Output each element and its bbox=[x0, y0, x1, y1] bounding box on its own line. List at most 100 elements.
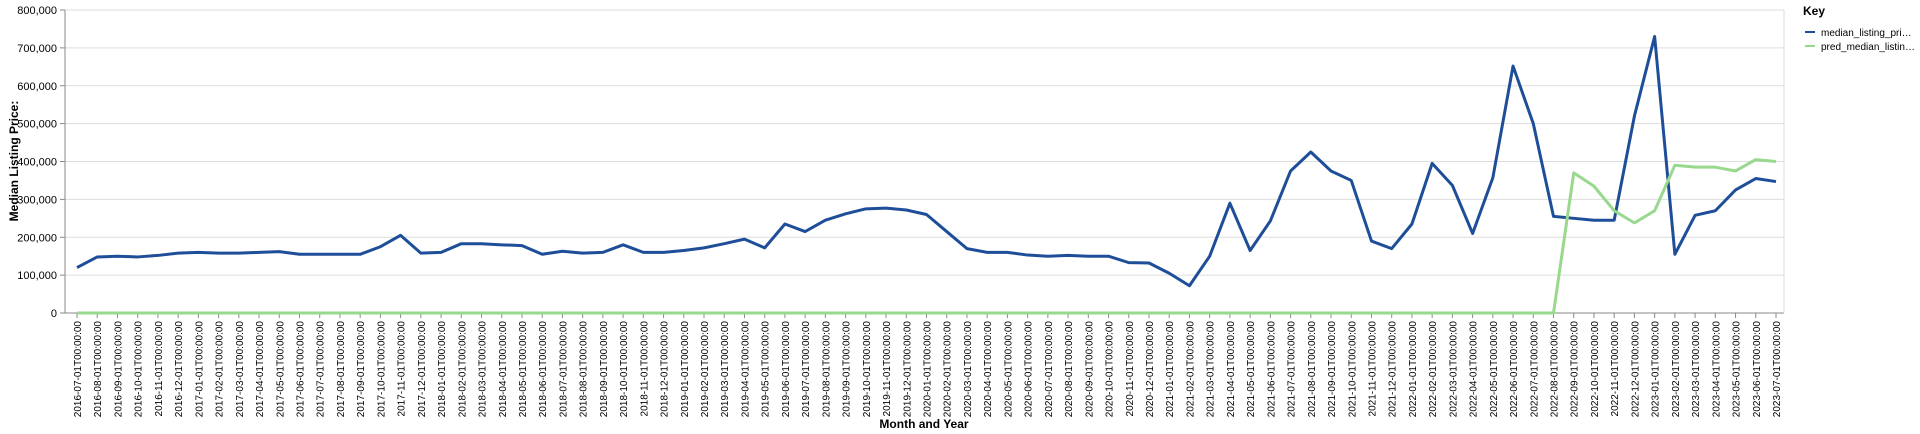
x-tick-label: 2017-12-01T00:00:00 bbox=[417, 321, 428, 418]
legend-title: Key bbox=[1803, 4, 1825, 18]
x-tick-label: 2022-12-01T00:00:00 bbox=[1630, 321, 1641, 418]
x-tick-label: 2021-06-01T00:00:00 bbox=[1266, 321, 1277, 418]
x-tick-label: 2021-08-01T00:00:00 bbox=[1307, 321, 1318, 418]
x-tick-label: 2018-12-01T00:00:00 bbox=[660, 321, 671, 418]
x-tick-label: 2019-09-01T00:00:00 bbox=[842, 321, 853, 418]
x-tick-label: 2020-12-01T00:00:00 bbox=[1145, 321, 1156, 418]
x-axis-title: Month and Year bbox=[879, 417, 968, 431]
x-tick-label: 2021-09-01T00:00:00 bbox=[1327, 321, 1338, 418]
x-tick-label: 2022-10-01T00:00:00 bbox=[1590, 321, 1601, 418]
x-tick-label: 2016-11-01T00:00:00 bbox=[154, 321, 165, 417]
x-tick-label: 2017-06-01T00:00:00 bbox=[295, 321, 306, 418]
x-tick-label: 2017-09-01T00:00:00 bbox=[356, 321, 367, 418]
x-tick-label: 2018-04-01T00:00:00 bbox=[498, 321, 509, 418]
x-tick-label: 2018-02-01T00:00:00 bbox=[457, 321, 468, 418]
x-tick-label: 2020-03-01T00:00:00 bbox=[963, 321, 974, 418]
x-tick-label: 2021-12-01T00:00:00 bbox=[1388, 321, 1399, 418]
y-tick-label: 700,000 bbox=[17, 43, 57, 55]
x-tick-label: 2018-05-01T00:00:00 bbox=[518, 321, 529, 418]
x-tick-label: 2016-12-01T00:00:00 bbox=[174, 321, 185, 418]
x-tick-label: 2021-07-01T00:00:00 bbox=[1287, 321, 1298, 418]
y-tick-label: 100,000 bbox=[17, 270, 57, 282]
x-tick-label: 2018-07-01T00:00:00 bbox=[558, 321, 569, 418]
x-tick-label: 2019-03-01T00:00:00 bbox=[720, 321, 731, 418]
x-tick-label: 2022-11-01T00:00:00 bbox=[1610, 321, 1621, 417]
y-tick-label: 600,000 bbox=[17, 81, 57, 93]
x-tick-label: 2019-07-01T00:00:00 bbox=[801, 321, 812, 418]
x-tick-label: 2018-06-01T00:00:00 bbox=[538, 321, 549, 418]
x-tick-label: 2016-07-01T00:00:00 bbox=[73, 321, 84, 418]
x-tick-label: 2017-01-01T00:00:00 bbox=[194, 321, 205, 418]
y-tick-label: 200,000 bbox=[17, 232, 57, 244]
x-tick-label: 2022-05-01T00:00:00 bbox=[1489, 321, 1500, 418]
legend-label: pred_median_listin… bbox=[1821, 42, 1915, 53]
x-tick-label: 2017-11-01T00:00:00 bbox=[397, 321, 408, 417]
series-line bbox=[76, 35, 1777, 288]
x-tick-label: 2019-11-01T00:00:00 bbox=[882, 321, 893, 417]
x-tick-label: 2019-02-01T00:00:00 bbox=[700, 321, 711, 418]
x-tick-label: 2022-01-01T00:00:00 bbox=[1408, 321, 1419, 418]
x-tick-label: 2023-06-01T00:00:00 bbox=[1752, 321, 1763, 418]
x-tick-label: 2018-03-01T00:00:00 bbox=[478, 321, 489, 418]
x-tick-label: 2019-05-01T00:00:00 bbox=[761, 321, 772, 418]
y-tick-label: 500,000 bbox=[17, 119, 57, 131]
x-tick-label: 2020-05-01T00:00:00 bbox=[1003, 321, 1014, 418]
x-tick-label: 2017-10-01T00:00:00 bbox=[376, 321, 387, 418]
x-tick-label: 2020-06-01T00:00:00 bbox=[1024, 321, 1035, 418]
x-tick-label: 2023-07-01T00:00:00 bbox=[1772, 321, 1783, 418]
y-tick-label: 0 bbox=[51, 308, 57, 320]
x-tick-label: 2021-02-01T00:00:00 bbox=[1185, 321, 1196, 418]
x-tick-label: 2018-11-01T00:00:00 bbox=[639, 321, 650, 417]
x-tick-label: 2020-04-01T00:00:00 bbox=[983, 321, 994, 418]
x-tick-label: 2022-08-01T00:00:00 bbox=[1550, 321, 1561, 418]
x-tick-label: 2017-02-01T00:00:00 bbox=[215, 321, 226, 418]
x-tick-label: 2020-02-01T00:00:00 bbox=[943, 321, 954, 418]
x-tick-label: 2023-03-01T00:00:00 bbox=[1691, 321, 1702, 418]
x-tick-label: 2020-09-01T00:00:00 bbox=[1084, 321, 1095, 418]
x-tick-label: 2021-03-01T00:00:00 bbox=[1206, 321, 1217, 418]
x-tick-label: 2019-01-01T00:00:00 bbox=[680, 321, 691, 418]
x-tick-label: 2018-09-01T00:00:00 bbox=[599, 321, 610, 418]
x-tick-label: 2021-01-01T00:00:00 bbox=[1165, 321, 1176, 418]
y-tick-label: 400,000 bbox=[17, 157, 57, 169]
x-tick-label: 2020-11-01T00:00:00 bbox=[1125, 321, 1136, 417]
x-tick-label: 2020-10-01T00:00:00 bbox=[1105, 321, 1116, 418]
x-tick-label: 2019-08-01T00:00:00 bbox=[821, 321, 832, 418]
x-tick-label: 2022-02-01T00:00:00 bbox=[1428, 321, 1439, 418]
x-tick-label: 2022-09-01T00:00:00 bbox=[1570, 321, 1581, 418]
x-tick-label: 2021-05-01T00:00:00 bbox=[1246, 321, 1257, 418]
x-tick-label: 2021-10-01T00:00:00 bbox=[1347, 321, 1358, 418]
x-tick-label: 2019-06-01T00:00:00 bbox=[781, 321, 792, 418]
y-tick-label: 800,000 bbox=[17, 5, 57, 17]
x-tick-label: 2023-01-01T00:00:00 bbox=[1651, 321, 1662, 418]
x-tick-label: 2018-01-01T00:00:00 bbox=[437, 321, 448, 418]
x-tick-label: 2021-04-01T00:00:00 bbox=[1226, 321, 1237, 418]
x-tick-label: 2019-12-01T00:00:00 bbox=[902, 321, 913, 418]
x-tick-label: 2023-02-01T00:00:00 bbox=[1671, 321, 1682, 418]
x-tick-label: 2016-09-01T00:00:00 bbox=[113, 321, 124, 418]
x-tick-label: 2017-04-01T00:00:00 bbox=[255, 321, 266, 418]
x-tick-label: 2021-11-01T00:00:00 bbox=[1367, 321, 1378, 417]
x-tick-label: 2022-04-01T00:00:00 bbox=[1469, 321, 1480, 418]
x-tick-label: 2020-01-01T00:00:00 bbox=[923, 321, 934, 418]
x-tick-label: 2017-08-01T00:00:00 bbox=[336, 321, 347, 418]
x-tick-label: 2019-10-01T00:00:00 bbox=[862, 321, 873, 418]
x-tick-label: 2017-07-01T00:00:00 bbox=[316, 321, 327, 418]
x-tick-label: 2022-03-01T00:00:00 bbox=[1448, 321, 1459, 418]
x-tick-label: 2017-03-01T00:00:00 bbox=[235, 321, 246, 418]
x-tick-label: 2022-06-01T00:00:00 bbox=[1509, 321, 1520, 418]
x-tick-label: 2016-08-01T00:00:00 bbox=[93, 321, 104, 418]
x-tick-label: 2019-04-01T00:00:00 bbox=[740, 321, 751, 418]
x-tick-label: 2018-10-01T00:00:00 bbox=[619, 321, 630, 418]
x-tick-label: 2017-05-01T00:00:00 bbox=[275, 321, 286, 418]
x-tick-label: 2020-08-01T00:00:00 bbox=[1064, 321, 1075, 418]
x-tick-label: 2022-07-01T00:00:00 bbox=[1529, 321, 1540, 418]
y-axis-title: Median Listing Price: bbox=[7, 101, 21, 222]
x-tick-label: 2023-04-01T00:00:00 bbox=[1711, 321, 1722, 418]
x-tick-label: 2023-05-01T00:00:00 bbox=[1732, 321, 1743, 418]
x-tick-label: 2016-10-01T00:00:00 bbox=[134, 321, 145, 418]
x-tick-label: 2020-07-01T00:00:00 bbox=[1044, 321, 1055, 418]
x-tick-label: 2018-08-01T00:00:00 bbox=[579, 321, 590, 418]
series-line bbox=[77, 158, 1777, 315]
